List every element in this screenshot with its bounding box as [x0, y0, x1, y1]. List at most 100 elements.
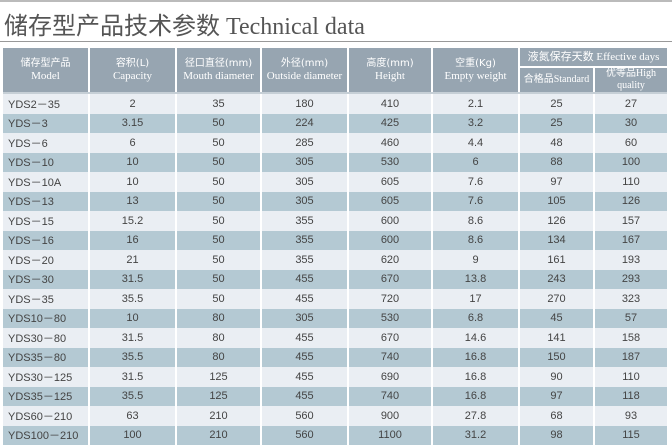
cell-height: 720: [349, 289, 431, 309]
cell-empty-weight: 8.6: [433, 231, 518, 251]
cell-mouth-diameter: 50: [177, 172, 260, 192]
cell-high-quality-days: 157: [595, 211, 667, 231]
cell-high-quality-days: 323: [595, 289, 667, 309]
cell-high-quality-days: 110: [595, 367, 667, 387]
cell-mouth-diameter: 210: [177, 406, 260, 426]
cell-outside-diameter: 305: [262, 192, 347, 212]
cell-standard-days: 126: [520, 211, 593, 231]
cell-standard-days: 25: [520, 94, 593, 114]
cell-mouth-diameter: 50: [177, 231, 260, 251]
cell-mouth-diameter: 80: [177, 309, 260, 329]
cell-high-quality-days: 27: [595, 94, 667, 114]
title-divider: [0, 41, 672, 42]
cell-model: YDS－30: [3, 270, 88, 290]
cell-height: 605: [349, 172, 431, 192]
cell-mouth-diameter: 125: [177, 367, 260, 387]
cell-empty-weight: 7.6: [433, 192, 518, 212]
cell-height: 605: [349, 192, 431, 212]
cell-capacity: 21: [90, 250, 175, 270]
cell-mouth-diameter: 50: [177, 211, 260, 231]
cell-standard-days: 45: [520, 309, 593, 329]
header-standard: 合格品Standard: [520, 68, 593, 92]
cell-high-quality-days: 100: [595, 153, 667, 173]
cell-model: YDS－3: [3, 114, 88, 134]
cell-height: 530: [349, 153, 431, 173]
cell-height: 600: [349, 211, 431, 231]
cell-outside-diameter: 455: [262, 328, 347, 348]
cell-mouth-diameter: 50: [177, 133, 260, 153]
cell-model: YDS－35: [3, 289, 88, 309]
cell-standard-days: 141: [520, 328, 593, 348]
cell-capacity: 10: [90, 172, 175, 192]
cell-capacity: 31.5: [90, 367, 175, 387]
cell-model: YDS－13: [3, 192, 88, 212]
cell-outside-diameter: 560: [262, 406, 347, 426]
cell-standard-days: 68: [520, 406, 593, 426]
cell-empty-weight: 2.1: [433, 94, 518, 114]
cell-model: YDS60－210: [3, 406, 88, 426]
cell-empty-weight: 16.8: [433, 387, 518, 407]
cell-outside-diameter: 224: [262, 114, 347, 134]
cell-model: YDS－16: [3, 231, 88, 251]
cell-standard-days: 25: [520, 114, 593, 134]
cell-high-quality-days: 118: [595, 387, 667, 407]
cell-mouth-diameter: 50: [177, 250, 260, 270]
cell-model: YDS10－80: [3, 309, 88, 329]
cell-high-quality-days: 158: [595, 328, 667, 348]
cell-outside-diameter: 455: [262, 367, 347, 387]
cell-outside-diameter: 355: [262, 231, 347, 251]
cell-model: YDS－15: [3, 211, 88, 231]
cell-capacity: 100: [90, 426, 175, 445]
cell-high-quality-days: 167: [595, 231, 667, 251]
cell-capacity: 10: [90, 153, 175, 173]
cell-capacity: 13: [90, 192, 175, 212]
cell-capacity: 10: [90, 309, 175, 329]
cell-height: 460: [349, 133, 431, 153]
cell-model: YDS100－210: [3, 426, 88, 445]
cell-standard-days: 97: [520, 387, 593, 407]
cell-outside-diameter: 305: [262, 153, 347, 173]
cell-mouth-diameter: 125: [177, 387, 260, 407]
cell-mouth-diameter: 50: [177, 270, 260, 290]
cell-model: YDS－10A: [3, 172, 88, 192]
cell-empty-weight: 6: [433, 153, 518, 173]
cell-high-quality-days: 187: [595, 348, 667, 368]
cell-empty-weight: 14.6: [433, 328, 518, 348]
cell-standard-days: 88: [520, 153, 593, 173]
cell-model: YDS35－125: [3, 387, 88, 407]
cell-capacity: 6: [90, 133, 175, 153]
cell-mouth-diameter: 50: [177, 289, 260, 309]
cell-outside-diameter: 355: [262, 211, 347, 231]
cell-model: YDS－10: [3, 153, 88, 173]
cell-high-quality-days: 30: [595, 114, 667, 134]
cell-high-quality-days: 110: [595, 172, 667, 192]
cell-capacity: 35.5: [90, 348, 175, 368]
cell-model: YDS35－80: [3, 348, 88, 368]
cell-model: YDS－6: [3, 133, 88, 153]
cell-capacity: 2: [90, 94, 175, 114]
cell-outside-diameter: 455: [262, 387, 347, 407]
cell-height: 740: [349, 348, 431, 368]
cell-mouth-diameter: 50: [177, 114, 260, 134]
cell-standard-days: 270: [520, 289, 593, 309]
cell-outside-diameter: 455: [262, 270, 347, 290]
cell-height: 410: [349, 94, 431, 114]
header-mouth-diameter: 径口直径(mm)Mouth diameter: [177, 48, 260, 92]
cell-standard-days: 243: [520, 270, 593, 290]
cell-standard-days: 105: [520, 192, 593, 212]
cell-height: 670: [349, 270, 431, 290]
cell-capacity: 16: [90, 231, 175, 251]
cell-high-quality-days: 93: [595, 406, 667, 426]
cell-standard-days: 97: [520, 172, 593, 192]
cell-model: YDS2－35: [3, 94, 88, 114]
cell-empty-weight: 3.2: [433, 114, 518, 134]
